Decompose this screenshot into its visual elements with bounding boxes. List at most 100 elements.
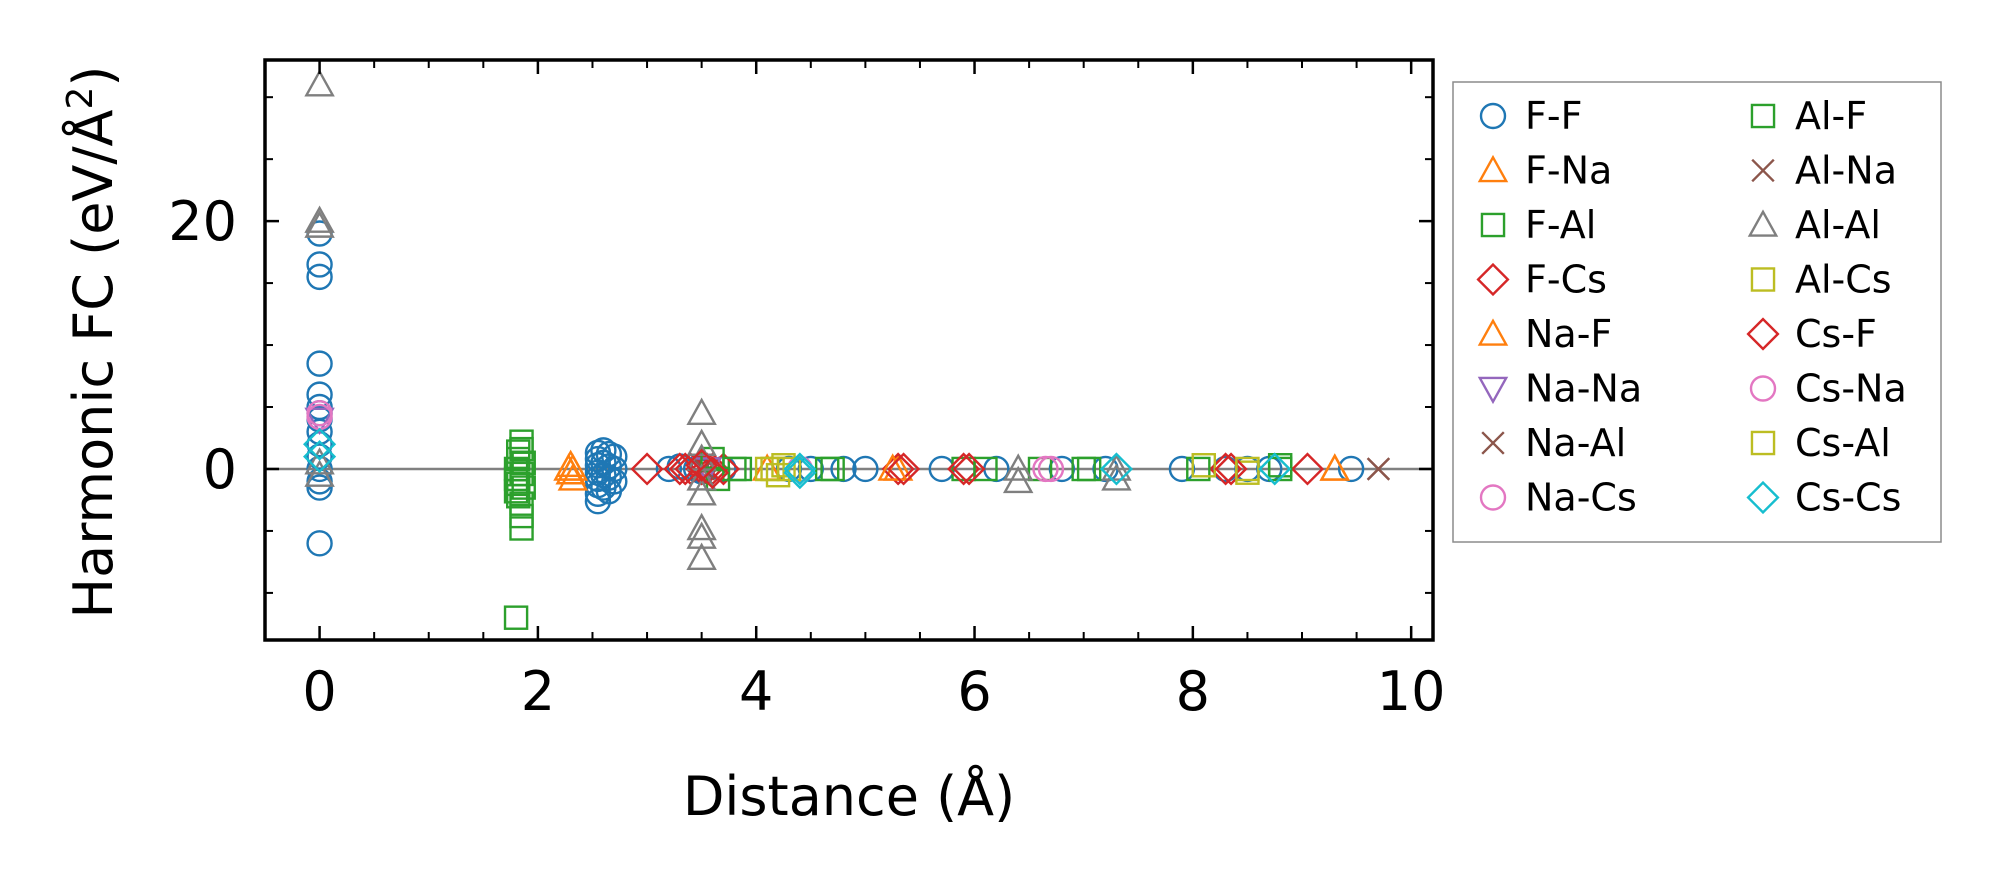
data-point bbox=[1048, 455, 1076, 483]
x-axis-label: Distance (Å) bbox=[683, 764, 1015, 828]
x-tick-label: 8 bbox=[1176, 660, 1210, 723]
axes: 0 2 4 6 8 10 0 20 Distance (Å) Harmonic FC (eV/Å2… bbox=[60, 58, 1446, 828]
legend-label: Na-Na bbox=[1525, 367, 1642, 411]
x-tick-label: 10 bbox=[1377, 660, 1446, 723]
data-point bbox=[509, 491, 534, 516]
legend-entry: F-Cs bbox=[1476, 258, 1607, 302]
data-point bbox=[630, 452, 664, 486]
data-point bbox=[686, 521, 717, 549]
data-point bbox=[304, 205, 335, 233]
data-point bbox=[1168, 455, 1196, 483]
legend-entry: F-F bbox=[1479, 94, 1582, 138]
legend-marker bbox=[1750, 267, 1776, 292]
data-point bbox=[1366, 457, 1391, 481]
data-point bbox=[304, 407, 335, 436]
legend-label: Na-Cs bbox=[1525, 476, 1637, 520]
legend-entry: Cs-F bbox=[1746, 312, 1877, 356]
y-axis-label: Harmonic FC (eV/Å2) bbox=[60, 66, 125, 619]
legend-label: Cs-F bbox=[1795, 312, 1877, 356]
data-point bbox=[304, 69, 335, 97]
series-al-al bbox=[304, 69, 1132, 570]
legend-label: F-F bbox=[1525, 94, 1582, 138]
legend-marker bbox=[1479, 102, 1507, 130]
series-cs-f bbox=[668, 448, 1248, 490]
plot-area bbox=[265, 69, 1433, 630]
data-point bbox=[303, 440, 337, 474]
y-tick-label: 0 bbox=[203, 438, 237, 501]
legend-marker bbox=[1477, 318, 1509, 346]
data-point bbox=[509, 516, 534, 541]
legend: F-F F-Na F-Al F-Cs Na-F Na-Na Na-Al Na-Cs Al-F Al… bbox=[1452, 81, 1942, 543]
data-point bbox=[1214, 452, 1248, 486]
data-point bbox=[509, 436, 534, 462]
y-tick-label: 20 bbox=[168, 190, 237, 253]
legend-entry: Cs-Na bbox=[1749, 367, 1907, 411]
legend-entry: F-Al bbox=[1480, 203, 1596, 247]
data-point bbox=[1319, 453, 1350, 481]
legend-label: Al-Na bbox=[1795, 149, 1897, 193]
legend-entry: Al-Na bbox=[1751, 149, 1897, 193]
plot-frame bbox=[263, 58, 1435, 642]
data-point bbox=[852, 455, 879, 483]
data-point bbox=[686, 463, 717, 491]
series-na-f bbox=[553, 453, 1350, 481]
legend-label: F-Al bbox=[1525, 203, 1596, 247]
data-point bbox=[663, 452, 697, 486]
data-point bbox=[503, 605, 529, 630]
data-point bbox=[686, 397, 717, 425]
legend-marker bbox=[1746, 480, 1780, 515]
legend-label: Al-Al bbox=[1795, 203, 1881, 247]
data-point bbox=[306, 263, 333, 291]
legend-entry: Na-Cs bbox=[1479, 476, 1637, 520]
data-point bbox=[601, 468, 628, 495]
data-point bbox=[686, 478, 717, 506]
data-point bbox=[306, 474, 333, 501]
data-point bbox=[511, 475, 536, 500]
data-point bbox=[306, 530, 333, 557]
x-tick-label: 0 bbox=[302, 660, 336, 723]
legend-entry: Na-Na bbox=[1477, 367, 1642, 411]
data-point bbox=[668, 452, 702, 486]
legend-marker bbox=[1751, 158, 1775, 183]
data-point bbox=[695, 456, 730, 490]
data-point bbox=[973, 456, 998, 482]
legend-marker bbox=[1481, 431, 1505, 455]
legend-box bbox=[1452, 81, 1942, 543]
data-point bbox=[304, 459, 335, 487]
legend-label: F-Cs bbox=[1525, 258, 1607, 302]
data-point bbox=[555, 449, 586, 478]
legend-label: Cs-Al bbox=[1795, 421, 1891, 465]
data-point bbox=[686, 428, 717, 456]
legend-entry: Na-Al bbox=[1481, 421, 1626, 465]
data-point bbox=[1212, 455, 1239, 483]
legend-marker bbox=[1476, 262, 1510, 297]
series-al-na bbox=[1366, 457, 1391, 481]
data-point bbox=[1191, 453, 1217, 478]
legend-marker bbox=[1479, 484, 1507, 511]
legend-marker bbox=[1480, 212, 1506, 238]
legend-marker bbox=[1750, 103, 1776, 129]
legend-label: Cs-Na bbox=[1795, 367, 1907, 411]
data-point bbox=[1002, 453, 1034, 481]
data-point bbox=[783, 452, 817, 486]
x-tick-label: 2 bbox=[521, 660, 555, 723]
x-tick-label: 6 bbox=[957, 660, 991, 723]
data-point bbox=[1290, 452, 1325, 486]
legend-label: Na-Al bbox=[1525, 421, 1626, 465]
legend-entry: Cs-Cs bbox=[1746, 476, 1901, 520]
legend-entry: Al-Al bbox=[1747, 203, 1881, 247]
data-point bbox=[783, 456, 817, 490]
data-point bbox=[304, 210, 335, 238]
data-point bbox=[706, 452, 741, 486]
data-point bbox=[797, 455, 824, 483]
legend-entry: F-Na bbox=[1477, 149, 1612, 193]
legend-label: Na-F bbox=[1525, 312, 1612, 356]
data-point bbox=[776, 456, 802, 482]
data-point bbox=[601, 455, 628, 483]
data-point bbox=[511, 450, 536, 476]
data-point bbox=[877, 453, 908, 481]
legend-marker bbox=[1746, 317, 1780, 351]
data-point bbox=[306, 251, 333, 278]
legend-entry: Al-Cs bbox=[1750, 258, 1892, 302]
